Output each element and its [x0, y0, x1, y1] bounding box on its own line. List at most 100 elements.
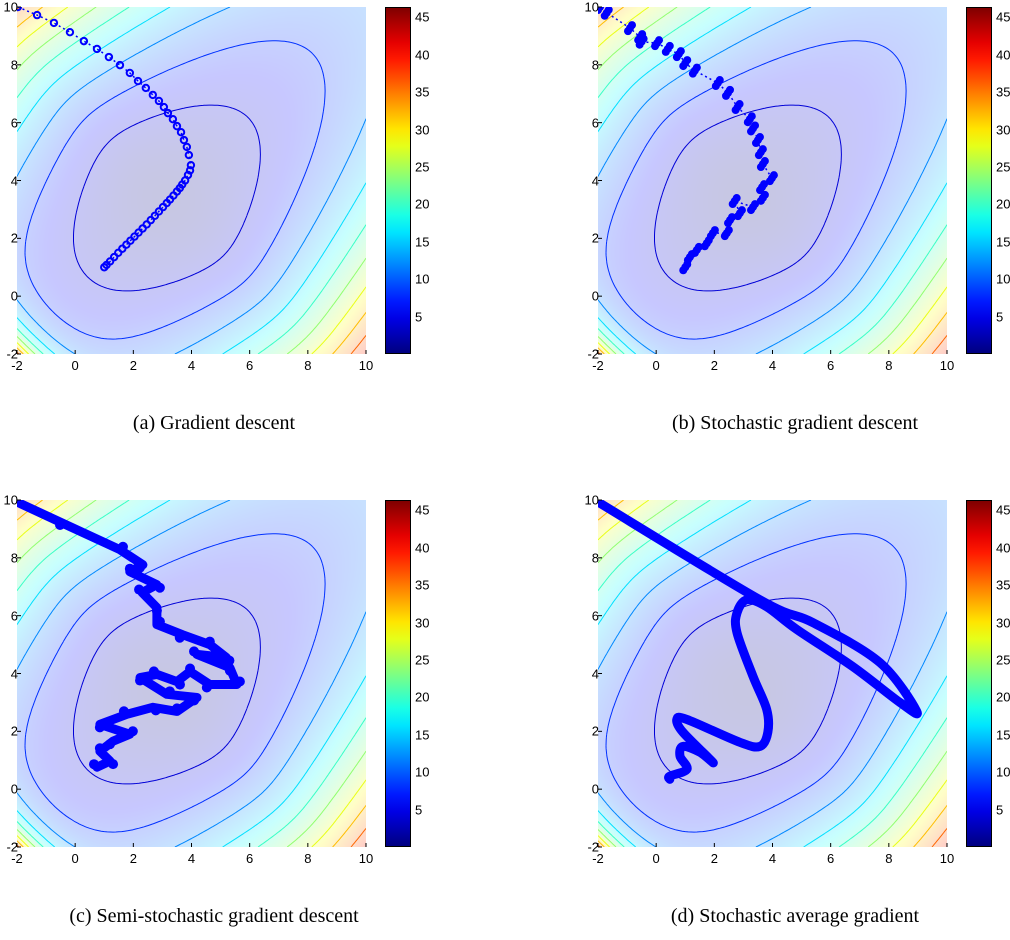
iterate-marker	[679, 62, 688, 71]
iterate-marker	[168, 114, 178, 124]
iterate-marker	[687, 250, 696, 259]
y-tick-label: 6	[591, 115, 599, 131]
contour-line	[17, 500, 366, 847]
x-tick-label: 6	[246, 851, 254, 866]
optimization-path	[17, 500, 245, 772]
plot-overlay	[16, 499, 411, 848]
x-tick-label: 6	[827, 358, 835, 373]
iterate-marker	[672, 53, 681, 62]
y-tick-label: 0	[591, 781, 599, 797]
iterate-marker	[728, 213, 737, 222]
optimization-path	[598, 7, 778, 275]
colorbar-tick-label: 35	[415, 577, 430, 593]
iterate-marker	[710, 226, 719, 235]
y-tick-label: 10	[3, 492, 18, 508]
iterate-marker	[55, 519, 66, 530]
colorbar-tick-label: 15	[415, 234, 430, 250]
iterate-marker	[146, 215, 155, 225]
iterate-marker	[32, 10, 42, 20]
x-tick-label: 0	[71, 358, 79, 373]
iterate-marker	[150, 211, 160, 220]
iterate-marker	[756, 163, 765, 172]
colorbar-tick-label: 45	[996, 502, 1010, 518]
iterate-marker	[104, 52, 114, 62]
contour-line	[598, 7, 947, 354]
colorbar-tick-label: 20	[996, 196, 1010, 212]
x-tick-label: 0	[71, 851, 79, 866]
x-tick-label: 2	[710, 358, 718, 373]
iterate-marker	[711, 82, 720, 91]
iterate-marker	[627, 21, 636, 30]
plot-overlay	[16, 6, 411, 355]
iterate-marker	[724, 226, 733, 235]
y-tick-label: 10	[584, 0, 599, 15]
colorbar-tick-label: 40	[996, 540, 1010, 556]
x-tick-label: 8	[304, 851, 312, 866]
iterate-marker	[760, 190, 769, 199]
x-tick-label: -2	[11, 851, 23, 866]
contour-line	[17, 7, 366, 354]
colorbar-tick-label: 45	[996, 9, 1010, 25]
x-tick-label: 2	[710, 851, 718, 866]
y-tick-label: 2	[10, 230, 18, 246]
contour-line	[598, 7, 947, 354]
colorbar-tick-label: 40	[415, 540, 430, 556]
iterate-marker	[722, 91, 731, 100]
iterate-marker	[639, 34, 648, 43]
y-tick-label: 0	[10, 288, 18, 304]
iterate-marker	[765, 177, 774, 186]
iterate-marker	[185, 663, 196, 674]
colorbar-tick-label: 20	[415, 196, 430, 212]
iterate-marker	[760, 157, 769, 166]
iterate-marker	[700, 242, 709, 251]
colorbar-tick-label: 30	[415, 122, 430, 138]
iterate-marker	[694, 242, 703, 251]
iterate-marker	[715, 76, 724, 85]
y-tick-label: 6	[591, 608, 599, 624]
heatmap-background	[17, 7, 366, 354]
colorbar-tick-label: 15	[415, 727, 430, 743]
iterate-marker	[623, 27, 632, 36]
contour-line	[654, 597, 842, 785]
contour-line	[598, 500, 947, 847]
y-tick-label: -2	[6, 346, 18, 362]
y-tick-label: 8	[10, 57, 18, 73]
iterate-marker	[148, 90, 158, 100]
contour-line	[17, 7, 366, 354]
contour-line	[17, 500, 366, 847]
y-tick-label: 4	[591, 173, 599, 188]
panel-stochastic-gradient-descent: -2 0 2 4 6 8 10 -2 0 2 4 6 8 10 5 10 15 20 25 30 35 40 45 (b) S…	[585, 1, 1010, 447]
iterate-marker	[598, 7, 603, 14]
iterate-marker	[79, 36, 89, 46]
iterate-marker	[109, 252, 119, 262]
subfigure-caption: (c) Semi-stochastic gradient descent	[69, 905, 359, 927]
colorbar	[966, 500, 992, 847]
x-tick-label: -2	[11, 358, 23, 373]
iterate-marker	[17, 7, 23, 12]
colorbar	[385, 500, 411, 847]
colorbar-tick-label: 45	[415, 502, 430, 518]
iterate-marker	[760, 180, 769, 189]
colorbar-tick-label: 15	[996, 234, 1010, 250]
iterate-marker	[154, 96, 164, 106]
iterate-marker	[164, 686, 175, 697]
iterate-marker	[154, 207, 164, 216]
iterate-marker	[751, 200, 760, 209]
contour-line	[605, 533, 907, 833]
colorbar-tick-label: 5	[415, 802, 423, 818]
contour-line	[605, 40, 907, 340]
plot-overlay	[597, 6, 992, 355]
x-tick-label: 6	[246, 358, 254, 373]
y-tick-label: 2	[591, 723, 599, 739]
colorbar-tick-label: 35	[996, 577, 1010, 593]
y-tick-label: -2	[587, 839, 599, 855]
y-tick-label: -2	[6, 839, 18, 855]
iterate-marker	[118, 706, 129, 717]
y-tick-label: 4	[10, 173, 18, 188]
contour-line	[17, 500, 366, 847]
contour-line	[17, 7, 366, 354]
colorbar-tick-label: 10	[415, 764, 430, 780]
iterate-marker	[124, 563, 135, 574]
iterate-marker	[733, 212, 742, 221]
iterate-marker	[158, 202, 168, 212]
